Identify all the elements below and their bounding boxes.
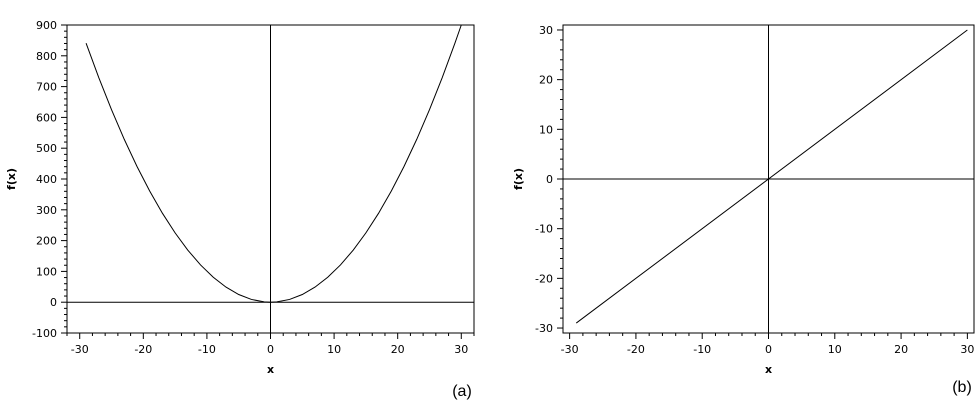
x-tick-label: -10 xyxy=(198,343,216,356)
y-tick-label: 0 xyxy=(50,296,57,309)
x-tick-label: 30 xyxy=(454,343,468,356)
y-tick-label: 900 xyxy=(36,19,57,32)
x-tick-label: -20 xyxy=(627,343,645,356)
y-tick-label: 600 xyxy=(36,111,57,124)
y-tick-label: 200 xyxy=(36,235,57,248)
y-axis-label: f(x) xyxy=(512,168,525,190)
x-tick-label: 30 xyxy=(960,343,974,356)
x-tick-label: 20 xyxy=(894,343,908,356)
y-tick-label: -10 xyxy=(535,223,553,236)
y-tick-label: 300 xyxy=(36,204,57,217)
x-tick-label: -10 xyxy=(693,343,711,356)
panel-b-label: (b) xyxy=(952,379,972,396)
y-tick-label: 30 xyxy=(539,24,553,37)
x-tick-label: 10 xyxy=(327,343,341,356)
x-axis-label: x xyxy=(267,363,274,376)
x-axis-label: x xyxy=(765,363,772,376)
x-tick-label: 10 xyxy=(828,343,842,356)
y-tick-label: -100 xyxy=(32,327,57,340)
y-tick-label: -30 xyxy=(535,322,553,335)
panel-b: -30 -20 -10 0 10 20 30 -30 -20 -10 0 10 20 30 x f(x) (b… xyxy=(512,24,975,396)
panel-a: -30 -20 -10 0 10 20 30-10001002003004005006007… xyxy=(5,19,475,400)
y-tick-label: 20 xyxy=(539,74,553,87)
y-tick-label: 400 xyxy=(36,173,57,186)
y-tick-label: -20 xyxy=(535,272,553,285)
y-tick-label: 500 xyxy=(36,142,57,155)
x-tick-label: 0 xyxy=(765,343,772,356)
x-tick-label: -30 xyxy=(561,343,579,356)
y-axis-label: f(x) xyxy=(5,168,18,190)
y-tick-label: 800 xyxy=(36,50,57,63)
x-tick-label: 0 xyxy=(267,343,274,356)
x-tick-label: -20 xyxy=(134,343,152,356)
y-tick-label: 0 xyxy=(546,173,553,186)
x-tick-label: 20 xyxy=(391,343,405,356)
y-tick-label: 10 xyxy=(539,123,553,136)
panel-a-label: (a) xyxy=(452,383,472,400)
x-tick-label: -30 xyxy=(71,343,89,356)
series-line xyxy=(85,24,462,303)
y-tick-label: 700 xyxy=(36,81,57,94)
y-tick-label: 100 xyxy=(36,265,57,278)
series-line xyxy=(575,29,968,324)
